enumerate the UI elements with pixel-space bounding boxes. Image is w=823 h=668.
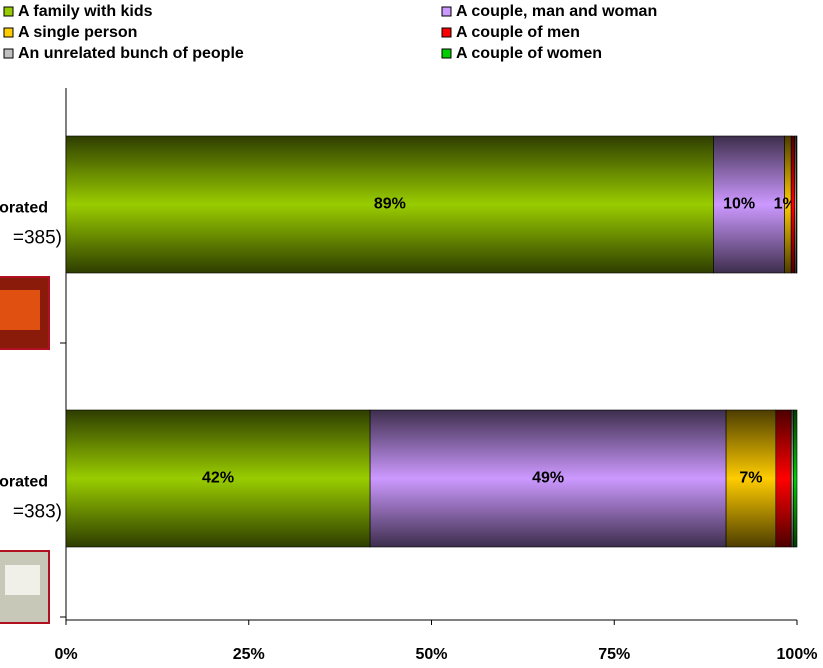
bar-shading bbox=[726, 410, 776, 547]
legend-swatch bbox=[441, 27, 452, 38]
value-label: 10% bbox=[723, 196, 755, 213]
value-label: 89% bbox=[374, 196, 406, 213]
legend-label: A single person bbox=[18, 24, 137, 41]
legend-swatch bbox=[441, 48, 452, 59]
bar-shading bbox=[775, 410, 792, 547]
bar-shading bbox=[66, 410, 371, 547]
value-label: 42% bbox=[202, 470, 234, 487]
bar-shading bbox=[796, 136, 797, 273]
legend-label: An unrelated bunch of people bbox=[18, 45, 244, 62]
legend-label: A couple of men bbox=[456, 24, 580, 41]
x-tick-label: 75% bbox=[598, 646, 630, 663]
bar-shading bbox=[66, 136, 714, 273]
x-tick-label: 25% bbox=[233, 646, 265, 663]
bar-shading bbox=[793, 410, 797, 547]
bar-shading bbox=[713, 136, 785, 273]
category-label: =385) bbox=[13, 228, 62, 249]
legend-swatch bbox=[3, 27, 14, 38]
legend-label: A couple, man and woman bbox=[456, 3, 657, 20]
bar-shading bbox=[794, 136, 797, 273]
x-tick-label: 100% bbox=[777, 646, 818, 663]
legend-swatch bbox=[3, 6, 14, 17]
bar-shading bbox=[791, 410, 794, 547]
photo-detail bbox=[0, 290, 40, 330]
category-label: orated bbox=[0, 474, 48, 491]
photo-detail bbox=[5, 565, 40, 595]
value-label: 49% bbox=[532, 470, 564, 487]
category-label: =383) bbox=[13, 502, 62, 523]
x-tick-label: 0% bbox=[54, 646, 77, 663]
legend-swatch bbox=[3, 48, 14, 59]
category-label: orated bbox=[0, 200, 48, 217]
legend-label: A couple of women bbox=[456, 45, 602, 62]
legend-swatch bbox=[441, 6, 452, 17]
legend-label: A family with kids bbox=[18, 3, 153, 20]
value-label: 7% bbox=[739, 470, 762, 487]
x-tick-label: 50% bbox=[415, 646, 447, 663]
bar-shading bbox=[784, 136, 792, 273]
bar-shading bbox=[370, 410, 727, 547]
bar-shading bbox=[791, 136, 795, 273]
